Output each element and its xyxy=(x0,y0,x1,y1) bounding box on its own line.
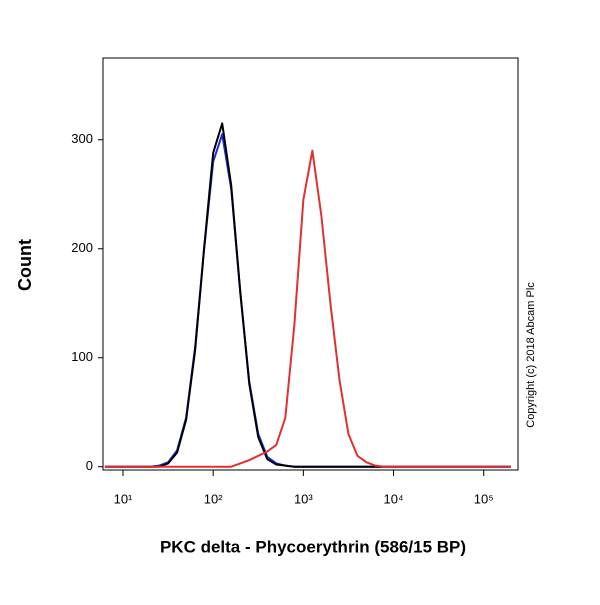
x-tick-label: 10⁵ xyxy=(474,491,494,506)
y-tick-label: 200 xyxy=(71,240,93,255)
y-tick-label: 0 xyxy=(86,458,93,473)
x-tick-label: 10² xyxy=(204,491,223,506)
y-axis-label: Count xyxy=(15,239,35,291)
x-tick-label: 10⁴ xyxy=(384,491,404,506)
series-line xyxy=(104,149,511,468)
y-tick-label: 100 xyxy=(71,349,93,364)
x-axis-label: PKC delta - Phycoerythrin (586/15 BP) xyxy=(160,537,466,556)
x-tick-label: 10¹ xyxy=(114,491,133,506)
plot-frame xyxy=(102,57,519,471)
x-tick-label: 10³ xyxy=(294,491,313,506)
y-tick-label: 300 xyxy=(71,131,93,146)
copyright: Copyright (c) 2018 Abcam Plc xyxy=(525,282,537,428)
series-line xyxy=(104,133,511,468)
